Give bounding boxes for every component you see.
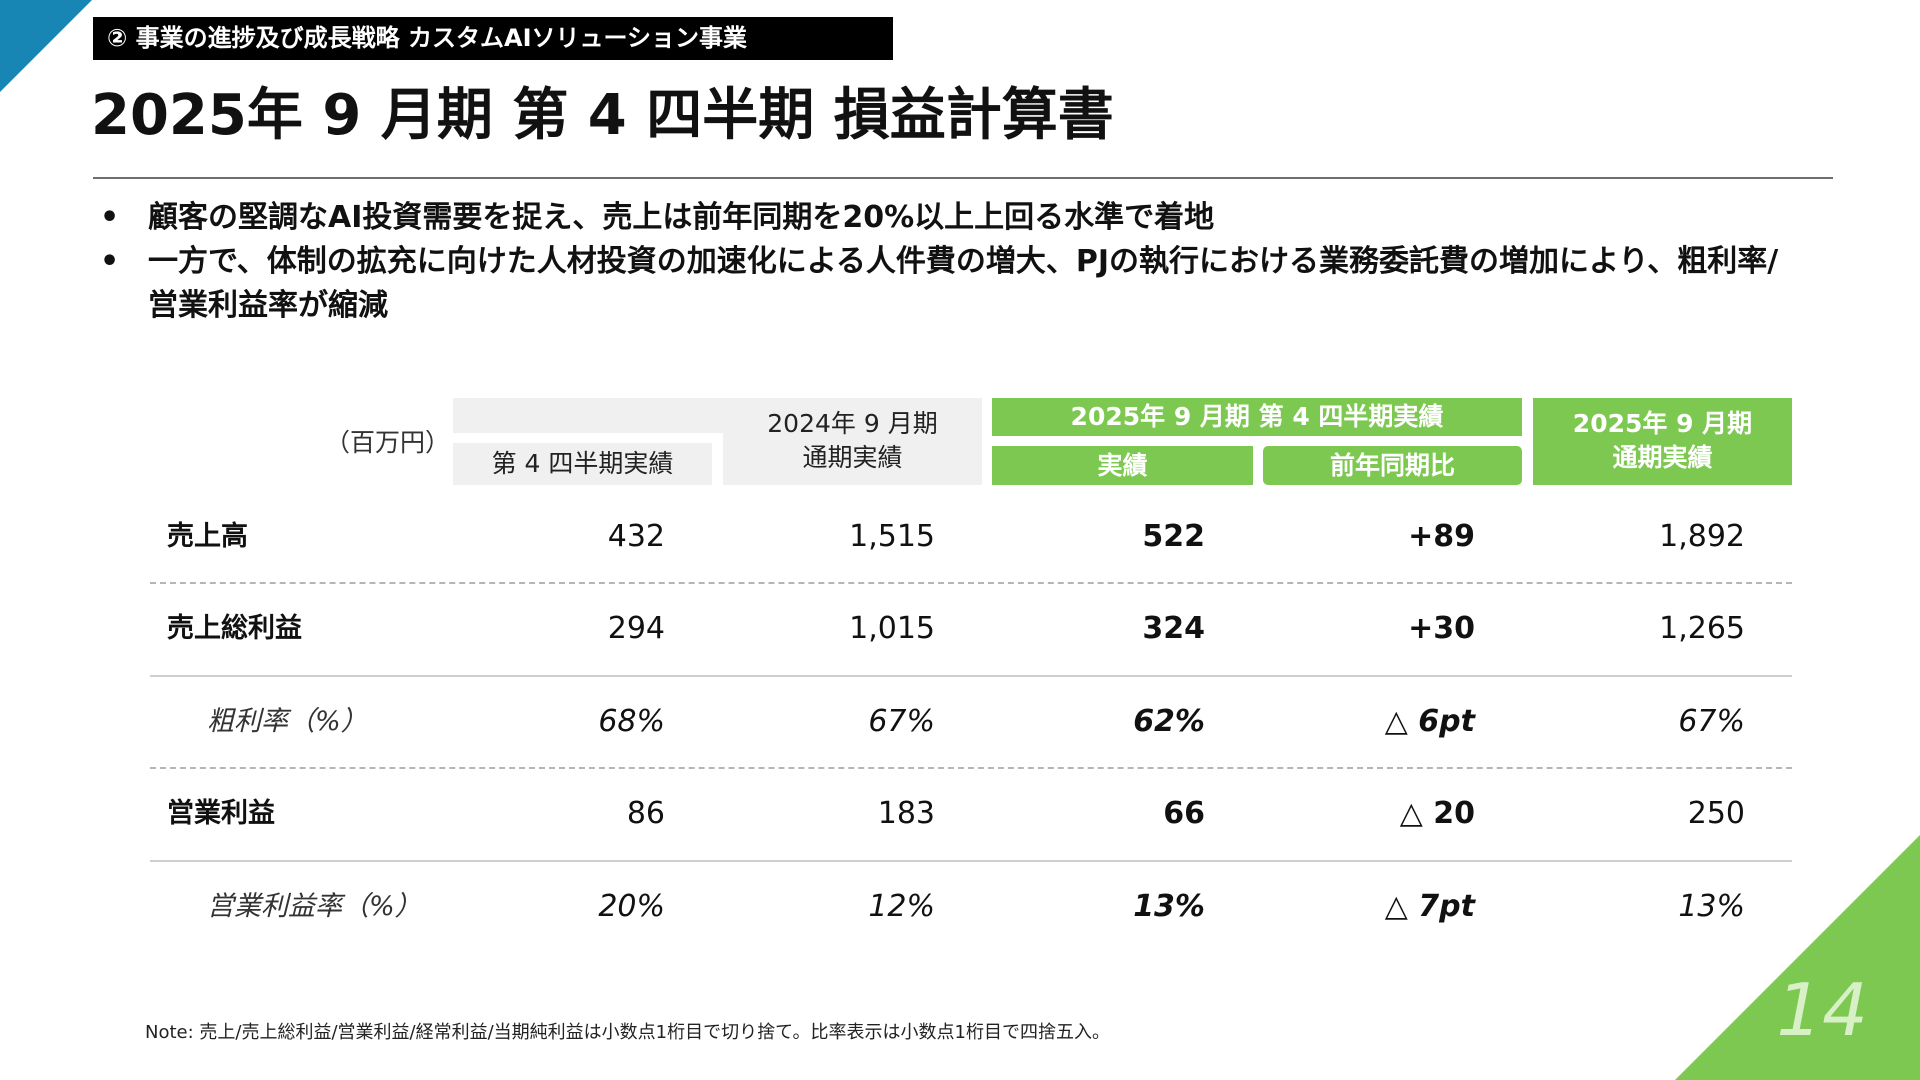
table-row: 売上総利益 294 1,015 324 +30 1,265 (150, 583, 1792, 675)
corner-decoration-top-left (0, 0, 92, 92)
cell-yoy: △ 7pt (1384, 889, 1475, 924)
row-divider (150, 582, 1792, 584)
header-prev-fy: 2024年 9 月期 通期実績 (723, 398, 982, 485)
unit-label: （百万円） (325, 428, 451, 457)
cell-fy-prev: 183 (877, 796, 935, 831)
cell-fy-curr: 67% (1678, 704, 1745, 739)
page-title: 2025年 9 月期 第 4 四半期 損益計算書 (91, 83, 1114, 148)
bullet-marker: • (100, 244, 120, 279)
page-number: 14 (1776, 968, 1868, 1052)
cell-actual: 522 (1142, 519, 1205, 554)
cell-yoy: △ 20 (1399, 796, 1475, 831)
bullet-item: • 一方で、体制の拡充に向けた人材投資の加速化による人件費の増大、PJの執行にお… (100, 240, 1800, 328)
header-prev-fy-line2: 通期実績 (802, 443, 903, 472)
row-divider (150, 860, 1792, 862)
cell-yoy: +30 (1408, 611, 1475, 646)
cell-yoy: +89 (1408, 519, 1475, 554)
row-label: 売上高 (167, 521, 248, 552)
cell-fy-curr: 250 (1687, 796, 1745, 831)
row-label: 営業利益率（%） (207, 891, 422, 922)
bullet-list: • 顧客の堅調なAI投資需要を捉え、売上は前年同期を20%以上上回る水準で着地 … (100, 196, 1800, 328)
cell-actual: 62% (1133, 704, 1205, 739)
cell-fy-prev: 67% (868, 704, 935, 739)
row-divider (150, 767, 1792, 769)
cell-q4-prev: 294 (607, 611, 665, 646)
row-divider (150, 675, 1792, 677)
header-yoy: 前年同期比 (1263, 446, 1522, 485)
cell-q4-prev: 432 (607, 519, 665, 554)
cell-fy-prev: 1,515 (849, 519, 935, 554)
header-curr-fy-line1: 2025年 9 月期 (1572, 409, 1753, 438)
table-row: 売上高 432 1,515 522 +89 1,892 (150, 491, 1792, 583)
cell-yoy: △ 6pt (1384, 704, 1475, 739)
cell-q4-prev: 68% (598, 704, 665, 739)
table-row: 粗利率（%） 68% 67% 62% △ 6pt 67% (150, 676, 1792, 768)
cell-actual: 13% (1133, 889, 1205, 924)
header-actual: 実績 (992, 446, 1253, 485)
section-tag: ② 事業の進捗及び成長戦略 カスタムAIソリューション事業 (93, 17, 893, 60)
row-label: 売上総利益 (167, 613, 302, 644)
header-curr-q4-group: 2025年 9 月期 第 4 四半期実績 (992, 398, 1522, 436)
header-prev-fy-line1: 2024年 9 月期 (767, 409, 938, 438)
cell-fy-prev: 1,015 (849, 611, 935, 646)
row-label: 粗利率（%） (207, 706, 368, 737)
footnote: Note: 売上/売上総利益/営業利益/経常利益/当期純利益は小数点1桁目で切り… (145, 1022, 1111, 1043)
cell-fy-curr: 1,892 (1659, 519, 1745, 554)
cell-actual: 66 (1163, 796, 1205, 831)
cell-q4-prev: 86 (626, 796, 665, 831)
cell-q4-prev: 20% (598, 889, 665, 924)
row-label: 営業利益 (167, 798, 275, 829)
table-row: 営業利益 86 183 66 △ 20 250 (150, 768, 1792, 860)
header-prev-q4: 第 4 四半期実績 (453, 443, 712, 485)
bullet-marker: • (100, 200, 120, 235)
bullet-item: • 顧客の堅調なAI投資需要を捉え、売上は前年同期を20%以上上回る水準で着地 (100, 196, 1800, 240)
bullet-text: 一方で、体制の拡充に向けた人材投資の加速化による人件費の増大、PJの執行における… (148, 244, 1779, 323)
header-curr-fy-line2: 通期実績 (1612, 443, 1713, 472)
header-curr-fy: 2025年 9 月期 通期実績 (1533, 398, 1792, 485)
cell-fy-prev: 12% (868, 889, 935, 924)
corner-decoration-bottom-right (1675, 835, 1920, 1080)
table-row: 営業利益率（%） 20% 12% 13% △ 7pt 13% (150, 861, 1792, 953)
cell-fy-curr: 1,265 (1659, 611, 1745, 646)
bullet-text: 顧客の堅調なAI投資需要を捉え、売上は前年同期を20%以上上回る水準で着地 (148, 200, 1215, 235)
cell-actual: 324 (1142, 611, 1205, 646)
title-divider (93, 177, 1833, 179)
cell-fy-curr: 13% (1678, 889, 1745, 924)
